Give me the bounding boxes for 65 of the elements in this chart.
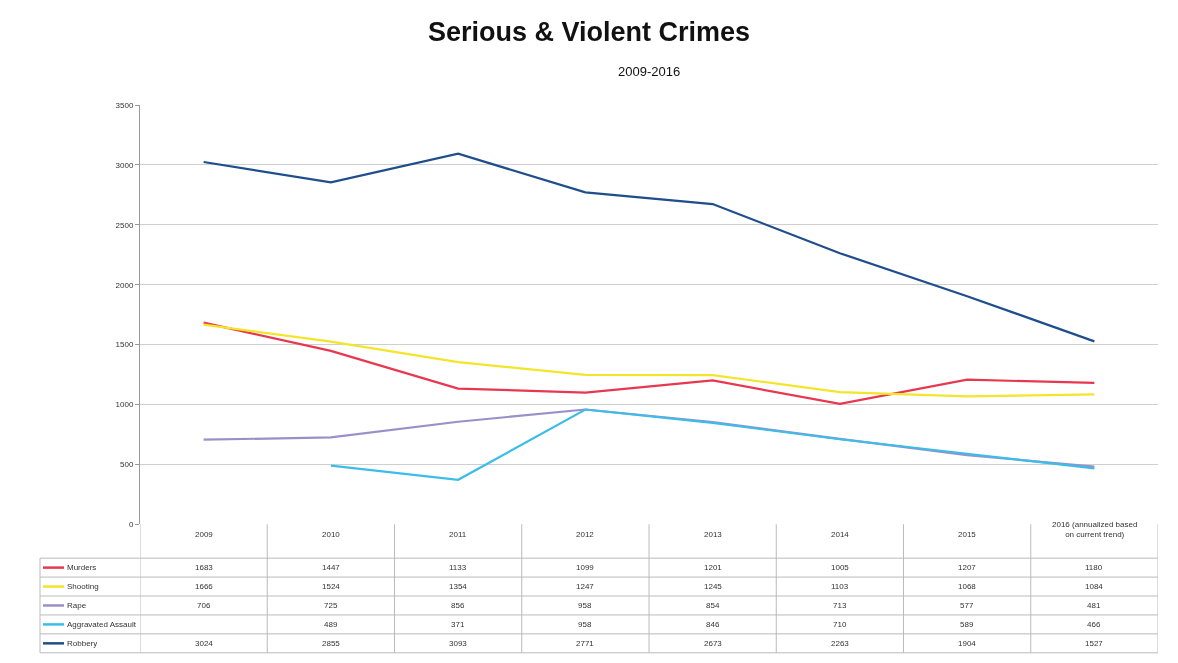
data-label: 481 [1087, 601, 1101, 610]
line-series [329, 408, 1096, 481]
y-tick-label: 1000 [115, 400, 134, 410]
data-label: 1099 [576, 563, 595, 572]
y-tick-label: 3500 [115, 100, 134, 110]
x-tick-label: 2012 [576, 530, 595, 539]
data-label: 2771 [576, 639, 595, 648]
legend-label: Murders [67, 563, 97, 572]
legend-label: Shooting [67, 582, 99, 591]
y-tick-label: 1500 [115, 340, 134, 350]
data-label: 2855 [322, 639, 341, 648]
data-label: 1180 [1085, 563, 1103, 572]
data-label: 3093 [449, 639, 468, 648]
line-series [202, 408, 1096, 468]
data-label: 589 [960, 620, 974, 629]
data-label: 706 [197, 601, 211, 610]
data-label: 854 [706, 601, 720, 610]
data-label: 1133 [449, 563, 467, 572]
data-label: 3024 [195, 639, 214, 648]
y-tick-label: 2000 [115, 280, 134, 290]
data-label: 1447 [322, 563, 341, 572]
legend-label: Robbery [67, 639, 98, 648]
data-label: 1245 [704, 582, 723, 591]
data-label: 710 [833, 620, 847, 629]
data-label: 466 [1087, 620, 1101, 629]
data-label: 1247 [576, 582, 595, 591]
data-label: 1207 [958, 563, 977, 572]
data-label: 1201 [704, 563, 723, 572]
data-label: 725 [324, 601, 338, 610]
data-label: 1103 [831, 582, 849, 591]
legend-label: Rape [67, 601, 87, 610]
x-tick-label: 2013 [704, 530, 723, 539]
data-label: 958 [578, 620, 592, 629]
legend-label: Aggravated Assault [67, 620, 137, 629]
data-label: 1524 [322, 582, 341, 591]
y-tick-label: 0 [128, 520, 134, 530]
x-tick-label: 2016 (annualized based on current trend) [1052, 520, 1138, 540]
line-series [202, 152, 1096, 343]
data-label: 1527 [1085, 639, 1104, 648]
data-label: 1666 [195, 582, 214, 591]
data-label: 1084 [1085, 582, 1104, 591]
data-label: 856 [451, 601, 465, 610]
data-label: 1005 [831, 563, 850, 572]
x-tick-label: 2009 [195, 530, 214, 539]
chart-subtitle: 2009-2016 [618, 64, 681, 79]
data-label: 577 [960, 601, 974, 610]
x-tick-label: 2011 [449, 530, 467, 539]
data-label: 1068 [958, 582, 977, 591]
data-label: 1904 [958, 639, 977, 648]
data-label: 846 [706, 620, 720, 629]
data-label: 2263 [831, 639, 850, 648]
x-tick-label: 2010 [322, 530, 341, 539]
data-label: 713 [833, 601, 847, 610]
y-tick-label: 500 [120, 460, 134, 470]
x-tick-label: 2014 [831, 530, 850, 539]
x-tick-label: 2015 [958, 530, 977, 539]
chart-title: Serious & Violent Crimes [427, 16, 751, 47]
data-label: 1354 [449, 582, 468, 591]
data-label: 1683 [195, 563, 214, 572]
data-label: 2673 [704, 639, 723, 648]
data-label: 958 [578, 601, 592, 610]
y-tick-label: 3000 [115, 160, 134, 170]
data-label: 371 [451, 620, 465, 629]
y-tick-label: 2500 [115, 220, 134, 230]
data-label: 489 [324, 620, 338, 629]
